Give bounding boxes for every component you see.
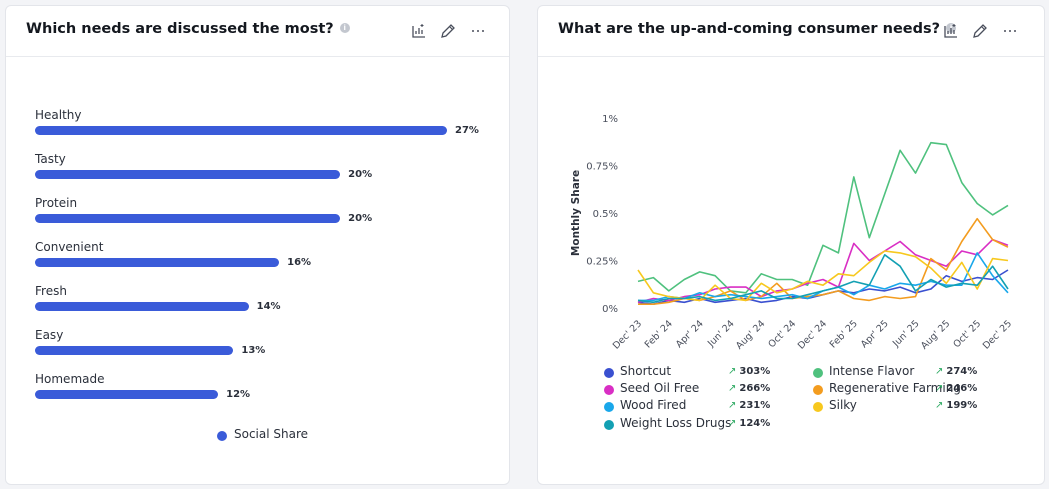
series-line[interactable] (637, 250, 1009, 302)
legend-dot-social-share (217, 431, 227, 441)
legend-dot (813, 368, 823, 378)
legend-label[interactable]: Weight Loss Drugs (620, 416, 732, 430)
card-title: Which needs are discussed the most? i (26, 21, 350, 37)
x-tick-label: Apr' 25 (859, 318, 891, 350)
edit-icon[interactable] (439, 22, 457, 40)
x-tick-label: Dec' 23 (611, 318, 644, 351)
bar[interactable] (35, 214, 341, 223)
legend-change-text: 231% (739, 400, 771, 411)
bar-label: Easy (35, 328, 64, 342)
legend-change-value: ↗ 303% (728, 366, 770, 377)
x-tick-label: Jun' 24 (705, 318, 737, 350)
legend-change-text: 266% (739, 383, 771, 394)
series-line[interactable] (637, 238, 1009, 304)
legend-change-value: ↗ 231% (728, 400, 770, 411)
legend-change-value: ↗ 246% (935, 383, 977, 394)
x-tick-label: Dec' 25 (981, 318, 1014, 351)
more-icon[interactable] (469, 22, 487, 40)
y-tick-label: 0.75% (586, 162, 618, 173)
bar-value-label: 12% (226, 389, 251, 400)
y-tick-label: 1% (602, 114, 618, 125)
legend-dot (813, 402, 823, 412)
trend-up-icon: ↗ (935, 366, 944, 377)
x-tick-label: Feb' 24 (643, 318, 675, 350)
bar-value-label: 14% (256, 301, 281, 312)
x-tick-label: Oct' 25 (951, 318, 983, 350)
legend-label[interactable]: Wood Fired (620, 398, 687, 412)
bar-label: Convenient (35, 240, 104, 254)
trend-up-icon: ↗ (728, 383, 737, 394)
legend-change-value: ↗ 199% (935, 400, 977, 411)
legend-label[interactable]: Regenerative Farming (829, 381, 961, 395)
y-tick-label: 0.5% (593, 209, 618, 220)
legend-change-value: ↗ 124% (728, 418, 770, 429)
trend-up-icon: ↗ (935, 383, 944, 394)
x-tick-label: Feb' 25 (828, 318, 860, 350)
y-tick-label: 0% (602, 304, 618, 315)
card-header: Which needs are discussed the most? i (6, 6, 509, 57)
bar[interactable] (35, 258, 280, 267)
series-line[interactable] (637, 254, 1009, 304)
bar-value-label: 20% (348, 213, 373, 224)
trend-up-icon: ↗ (728, 366, 737, 377)
legend-dot (604, 402, 614, 412)
legend-dot (604, 368, 614, 378)
legend-change-text: 274% (946, 366, 978, 377)
more-icon[interactable] (1001, 22, 1019, 40)
legend-dot (604, 385, 614, 395)
x-tick-label: Aug' 25 (919, 318, 952, 351)
bar[interactable] (35, 346, 234, 355)
bar[interactable] (35, 302, 249, 311)
legend-change-text: 199% (946, 400, 978, 411)
needs-discussed-card: Which needs are discussed the most? i Hea… (5, 5, 510, 485)
trend-up-icon: ↗ (728, 418, 737, 429)
bar-label: Protein (35, 196, 78, 210)
bar-label: Homemade (35, 372, 105, 386)
legend-change-text: 246% (946, 383, 978, 394)
legend-label: Social Share (234, 427, 309, 441)
legend-dot (604, 420, 614, 430)
bar-label: Tasty (35, 152, 66, 166)
x-tick-label: Aug' 24 (734, 318, 767, 351)
up-and-coming-needs-card: What are the up-and-coming consumer need… (537, 5, 1045, 485)
legend-change-text: 303% (739, 366, 771, 377)
legend-label[interactable]: Seed Oil Free (620, 381, 700, 395)
bar[interactable] (35, 170, 341, 179)
legend-change-value: ↗ 266% (728, 383, 770, 394)
y-tick-label: 0.25% (586, 257, 618, 268)
trend-up-icon: ↗ (728, 400, 737, 411)
legend-change-value: ↗ 274% (935, 366, 977, 377)
chart-settings-icon[interactable] (410, 22, 428, 40)
legend-label[interactable]: Silky (829, 398, 857, 412)
x-tick-label: Jun' 25 (890, 318, 922, 350)
bar-value-label: 20% (348, 169, 373, 180)
card-header: What are the up-and-coming consumer need… (538, 6, 1044, 57)
chart-settings-icon[interactable] (942, 22, 960, 40)
trend-up-icon: ↗ (935, 400, 944, 411)
legend-dot (813, 385, 823, 395)
bar[interactable] (35, 390, 219, 399)
card-title: What are the up-and-coming consumer need… (558, 21, 957, 37)
info-icon[interactable]: i (339, 23, 350, 33)
bar-value-label: 13% (241, 345, 266, 356)
x-tick-label: Dec' 24 (796, 318, 829, 351)
series-line[interactable] (637, 141, 1009, 294)
bar-value-label: 27% (455, 125, 479, 136)
x-tick-label: Apr' 24 (674, 318, 706, 350)
x-tick-label: Oct' 24 (766, 318, 798, 350)
legend-label[interactable]: Shortcut (620, 364, 672, 378)
y-axis-label: Monthly Share (570, 170, 582, 256)
bar-label: Fresh (35, 284, 67, 298)
legend-change-text: 124% (739, 418, 771, 429)
edit-icon[interactable] (971, 22, 989, 40)
bar-value-label: 16% (287, 257, 312, 268)
legend-label[interactable]: Intense Flavor (829, 364, 915, 378)
bar-label: Healthy (35, 108, 82, 122)
bar[interactable] (35, 126, 447, 135)
